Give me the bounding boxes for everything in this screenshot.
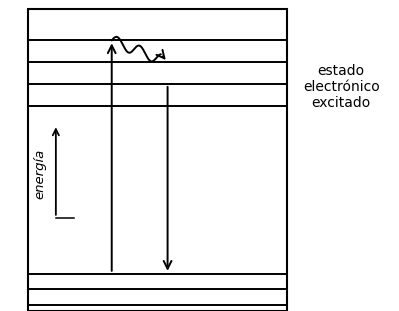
Bar xyxy=(28,9,287,311)
Text: estado
electrónico
excitado: estado electrónico excitado xyxy=(303,64,379,110)
Text: energía: energía xyxy=(34,149,46,199)
